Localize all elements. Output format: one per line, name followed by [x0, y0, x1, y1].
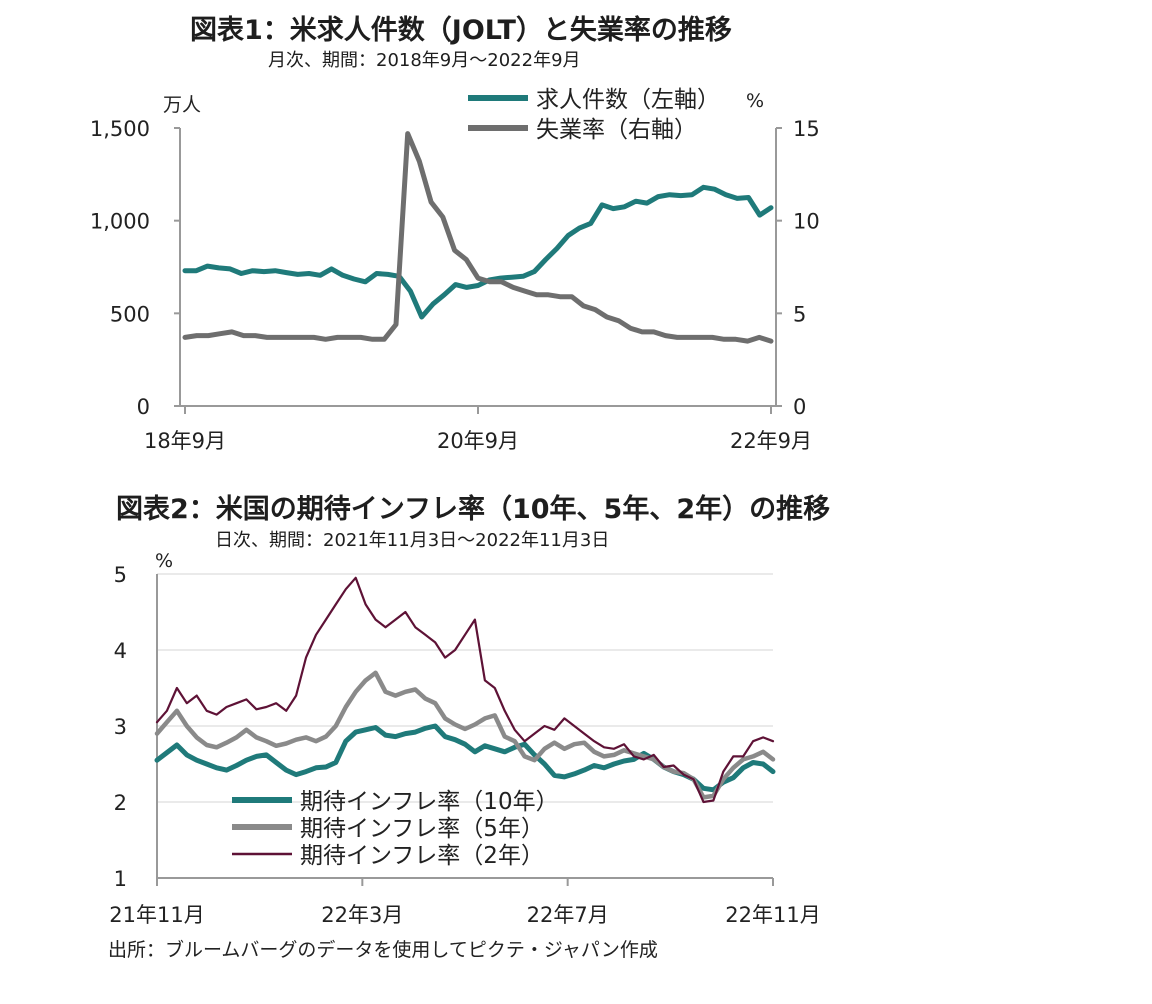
chart1-legend-label: 求人件数（左軸） [536, 87, 720, 113]
chart1-x-tick-label: 20年9月 [437, 429, 519, 453]
chart1-x-tick-label: 22年9月 [730, 429, 812, 453]
chart2-x-tick-label: 22年11月 [725, 903, 820, 927]
chart2-y-tick-label: 5 [114, 563, 127, 587]
chart1-series-line-job-openings [182, 184, 774, 320]
chart2-legend-label: 期待インフレ率（5年） [300, 816, 544, 842]
source-note: 出所：ブルームバーグのデータを使用してピクテ・ジャパン作成 [108, 939, 658, 961]
chart2-legend-label: 期待インフレ率（2年） [300, 843, 544, 869]
chart2-y-tick-label: 4 [114, 639, 127, 663]
chart2-series-line-5y [154, 670, 776, 800]
chart2-legend-label: 期待インフレ率（10年） [300, 789, 559, 815]
chart2-subtitle: 日次、期間：2021年11月3日～2022年11月3日 [215, 530, 610, 551]
chart2-title: 図表2：米国の期待インフレ率（10年、5年、2年）の推移 [116, 494, 831, 525]
chart1-x-tick-label: 18年9月 [144, 429, 226, 453]
chart1-right-tick-label: 0 [793, 395, 806, 419]
chart1-left-tick-label: 1,500 [90, 117, 150, 141]
chart1-jolts-unemployment: 0 500 1,000 1,500 0 5 10 15 18年9月 20年9月 22年9月 求人件数（… [90, 87, 820, 453]
chart1-left-tick-label: 1,000 [90, 210, 150, 234]
chart2-y-tick-label: 2 [114, 791, 127, 815]
chart2-x-tick-label: 22年3月 [321, 903, 403, 927]
chart2-x-tick-label: 21年11月 [109, 903, 204, 927]
chart1-right-tick-label: 10 [793, 210, 820, 234]
chart1-right-tick-label: 5 [793, 302, 806, 326]
chart1-right-tick-label: 15 [793, 117, 820, 141]
chart1-left-unit: 万人 [163, 94, 202, 116]
chart1-left-tick-label: 0 [137, 395, 150, 419]
chart2-unit: % [155, 550, 174, 572]
chart2-series-line-2y [155, 576, 775, 804]
chart2-y-tick-label: 1 [114, 867, 127, 891]
chart1-title: 図表1：米求人件数（JOLT）と失業率の推移 [190, 15, 732, 46]
chart1-right-unit: % [746, 90, 765, 112]
chart1-left-tick-label: 500 [110, 302, 150, 326]
chart2-x-tick-label: 22年7月 [527, 903, 609, 927]
chart1-subtitle: 月次、期間：2018年9月～2022年9月 [268, 50, 581, 71]
chart2-y-tick-label: 3 [114, 715, 127, 739]
chart1-series-line-unemployment-rate [182, 131, 774, 344]
chart2-series-line-10y [154, 723, 776, 793]
chart1-legend-label: 失業率（右軸） [536, 117, 697, 143]
